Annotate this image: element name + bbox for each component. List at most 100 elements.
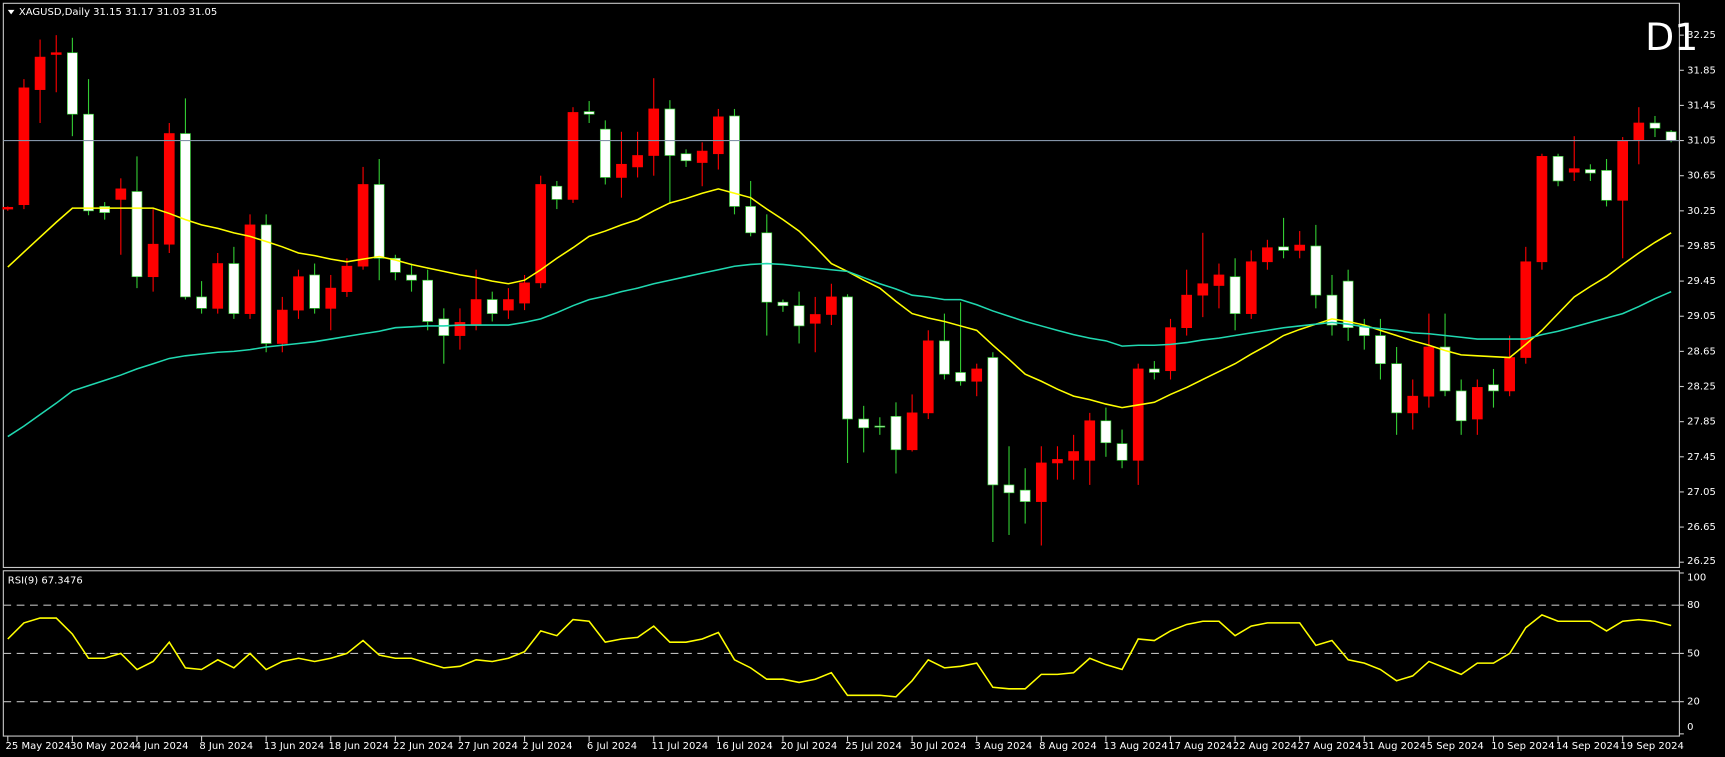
candle-body bbox=[922, 340, 934, 414]
candle-body bbox=[1262, 247, 1273, 263]
y-tick-label: 31.85 bbox=[1687, 65, 1716, 76]
y-tick-label: 80 bbox=[1687, 600, 1700, 611]
candle-body bbox=[454, 322, 466, 336]
candle-body bbox=[1181, 294, 1192, 328]
candle-body bbox=[809, 314, 821, 324]
x-tick-label: 27 Jun 2024 bbox=[458, 741, 518, 752]
candle-body bbox=[1197, 283, 1209, 296]
candle-body bbox=[680, 153, 692, 162]
x-tick-label: 6 Jul 2024 bbox=[587, 741, 637, 752]
candle-body bbox=[939, 340, 950, 375]
panel-title: RSI(9) 67.3476 bbox=[8, 576, 83, 587]
x-tick-label: 22 Aug 2024 bbox=[1233, 741, 1297, 752]
candle-body bbox=[1310, 245, 1322, 296]
moving-average-line bbox=[7, 262, 1672, 438]
candle-body bbox=[1488, 384, 1499, 392]
candle-body bbox=[1003, 484, 1015, 494]
y-tick-label: 29.85 bbox=[1687, 241, 1716, 252]
candle-body bbox=[180, 133, 191, 298]
candle-body bbox=[648, 108, 660, 156]
x-tick-label: 25 May 2024 bbox=[6, 741, 71, 752]
candle-body bbox=[1035, 462, 1047, 502]
candle-body bbox=[1391, 363, 1402, 414]
candle-body bbox=[1342, 280, 1354, 328]
x-tick-label: 16 Jul 2024 bbox=[716, 741, 773, 752]
candle-body bbox=[1245, 261, 1257, 314]
candle-body bbox=[67, 52, 78, 115]
x-tick-label: 30 May 2024 bbox=[70, 741, 135, 752]
y-tick-label: 28.65 bbox=[1687, 346, 1716, 357]
candle-body bbox=[1278, 246, 1289, 251]
candle-body bbox=[1116, 443, 1128, 461]
candle-body bbox=[1617, 140, 1629, 201]
candle-body bbox=[1439, 346, 1451, 392]
candle-body bbox=[2, 206, 14, 210]
x-tick-label: 11 Jul 2024 bbox=[652, 741, 709, 752]
x-tick-label: 20 Jul 2024 bbox=[781, 741, 838, 752]
rsi-line bbox=[7, 613, 1672, 698]
candle-body bbox=[761, 232, 773, 303]
y-tick-label: 30.65 bbox=[1687, 171, 1716, 182]
x-tick-label: 18 Jun 2024 bbox=[329, 741, 389, 752]
candle-body bbox=[341, 265, 353, 292]
main-panel-frame bbox=[2, 2, 1680, 569]
candle-body bbox=[115, 188, 127, 200]
candle-body bbox=[1358, 325, 1370, 336]
candle-body bbox=[83, 113, 94, 212]
candle-body bbox=[955, 372, 966, 382]
y-tick-label: 0 bbox=[1687, 722, 1693, 733]
x-tick-label: 13 Aug 2024 bbox=[1104, 741, 1168, 752]
candle-body bbox=[1455, 390, 1467, 422]
candle-body bbox=[196, 296, 207, 309]
candle-body bbox=[163, 133, 175, 245]
x-tick-label: 30 Jul 2024 bbox=[910, 741, 967, 752]
y-tick-label: 27.05 bbox=[1687, 487, 1716, 498]
candle-body bbox=[1407, 395, 1419, 414]
moving-average-line bbox=[7, 188, 1672, 409]
candle-body bbox=[987, 357, 999, 486]
y-tick-label: 30.25 bbox=[1687, 206, 1716, 217]
candle-body bbox=[664, 108, 676, 156]
candle-body bbox=[1213, 274, 1225, 286]
y-tick-label: 26.25 bbox=[1687, 556, 1716, 567]
candle-body bbox=[486, 299, 498, 314]
timeframe-label: D1 bbox=[1645, 15, 1698, 59]
candle-body bbox=[357, 184, 369, 267]
x-tick-label: 8 Aug 2024 bbox=[1039, 741, 1097, 752]
x-tick-label: 31 Aug 2024 bbox=[1362, 741, 1426, 752]
candle-body bbox=[1471, 387, 1483, 420]
candle-body bbox=[874, 425, 886, 428]
candle-body bbox=[1019, 489, 1031, 502]
candle-body bbox=[793, 305, 805, 327]
candle-body bbox=[1052, 459, 1063, 464]
x-tick-label: 8 Jun 2024 bbox=[199, 741, 253, 752]
candle-body bbox=[971, 368, 983, 382]
y-tick-label: 29.05 bbox=[1687, 311, 1716, 322]
candle-body bbox=[1100, 420, 1112, 444]
candle-body bbox=[535, 184, 547, 284]
candle-body bbox=[729, 115, 740, 207]
candle-body bbox=[276, 309, 288, 344]
x-tick-label: 14 Sep 2024 bbox=[1556, 741, 1619, 752]
x-tick-label: 13 Jun 2024 bbox=[264, 741, 324, 752]
candle-body bbox=[567, 112, 579, 200]
candle-body bbox=[1294, 244, 1306, 251]
candle-body bbox=[1552, 156, 1564, 182]
candle-body bbox=[422, 279, 433, 322]
candle-body bbox=[519, 282, 530, 304]
candle-body bbox=[1375, 335, 1386, 365]
x-tick-label: 17 Aug 2024 bbox=[1168, 741, 1232, 752]
candle-body bbox=[1084, 420, 1096, 461]
candle-body bbox=[373, 184, 385, 259]
candle-body bbox=[147, 243, 159, 278]
candle-body bbox=[551, 185, 563, 200]
candle-body bbox=[1665, 131, 1677, 141]
candle-body bbox=[906, 412, 918, 451]
candle-body bbox=[1536, 156, 1548, 263]
candle-body bbox=[1601, 170, 1612, 201]
candle-body bbox=[1649, 122, 1661, 129]
candle-body bbox=[470, 299, 482, 326]
x-tick-label: 5 Sep 2024 bbox=[1427, 741, 1484, 752]
